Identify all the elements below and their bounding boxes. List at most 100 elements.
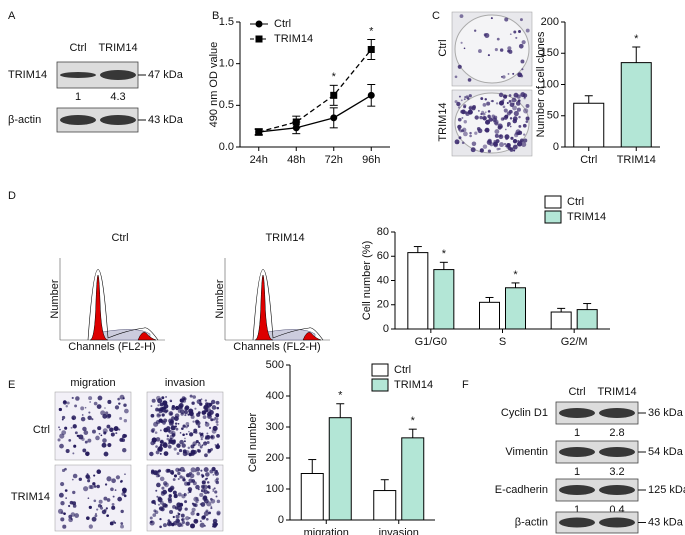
cell <box>173 416 179 422</box>
cell <box>477 109 480 112</box>
blot-band <box>599 517 635 528</box>
cell <box>157 497 163 503</box>
y-axis-label: Number of cell clones <box>535 31 547 137</box>
cell <box>190 451 195 456</box>
cell <box>184 437 186 440</box>
cell <box>508 49 513 54</box>
significance: * <box>338 390 343 402</box>
cell <box>93 499 97 503</box>
cell <box>518 130 523 135</box>
cell <box>454 75 458 79</box>
bar <box>620 62 652 148</box>
cell <box>119 437 124 442</box>
cell <box>490 100 493 102</box>
flow-peak <box>89 275 109 341</box>
x-tick-label: 48h <box>287 154 305 166</box>
cell <box>80 416 86 422</box>
cell <box>122 489 127 494</box>
cell <box>185 433 188 436</box>
row-label: Ctrl <box>33 424 50 436</box>
cell <box>196 412 201 417</box>
cell <box>162 502 167 508</box>
cell <box>215 420 219 424</box>
cell <box>493 115 498 120</box>
cell <box>101 442 107 448</box>
cell <box>197 499 200 502</box>
cell <box>73 444 77 448</box>
cell <box>454 100 458 104</box>
cell <box>72 501 77 506</box>
cell <box>214 443 217 446</box>
cell <box>500 117 505 121</box>
ratio-label: 3.2 <box>609 466 624 478</box>
cell <box>458 136 462 140</box>
cell <box>171 416 175 420</box>
series-line <box>258 94 372 133</box>
cell <box>98 499 103 504</box>
cell <box>506 101 509 104</box>
panel-letter: A <box>8 10 16 22</box>
cell <box>503 94 508 99</box>
cell <box>87 497 90 500</box>
cell <box>206 402 212 408</box>
cell <box>499 125 503 129</box>
cell <box>103 451 109 457</box>
bar <box>433 269 455 330</box>
cell <box>502 75 506 79</box>
cell <box>495 102 499 105</box>
cell <box>154 510 159 515</box>
bar <box>505 287 526 330</box>
cell <box>457 64 462 69</box>
blot-band <box>599 447 635 457</box>
cell <box>512 138 518 144</box>
cell <box>177 477 180 481</box>
cell <box>202 415 207 420</box>
legend-swatch <box>371 363 389 377</box>
cell <box>210 399 216 405</box>
cell <box>111 478 116 484</box>
cell <box>159 402 164 407</box>
cell <box>216 510 221 515</box>
cell <box>201 480 206 485</box>
cell <box>193 503 198 508</box>
row-label: Cyclin D1 <box>501 407 548 419</box>
column-label: invasion <box>165 377 205 389</box>
cell <box>81 414 84 416</box>
cell <box>517 72 523 78</box>
cell <box>185 473 190 478</box>
cell <box>65 449 70 454</box>
cell <box>525 28 530 33</box>
cell <box>155 445 158 448</box>
cell <box>198 399 202 402</box>
panel-letter: C <box>432 10 440 22</box>
cell <box>72 490 76 495</box>
cell <box>98 432 101 435</box>
cell <box>199 433 205 439</box>
cell <box>182 469 186 472</box>
cell <box>64 426 68 430</box>
flow-peak <box>137 332 157 341</box>
cell <box>205 517 209 521</box>
cell <box>103 496 108 501</box>
cell <box>202 515 205 518</box>
cell <box>164 482 169 488</box>
y-tick-label: 300 <box>266 421 284 433</box>
sample-label: TRIM14 <box>265 232 304 244</box>
cell <box>208 511 211 515</box>
cell <box>97 395 103 401</box>
flow-peak <box>254 275 274 341</box>
blot-band <box>60 115 96 125</box>
cell <box>118 402 121 405</box>
cell <box>89 401 92 403</box>
cell <box>518 124 522 128</box>
cell <box>91 516 97 522</box>
cell <box>149 451 154 457</box>
cell <box>176 443 181 448</box>
row-label: Ctrl <box>437 39 449 56</box>
cell <box>155 437 161 442</box>
cell <box>65 405 68 408</box>
y-tick-label: 200 <box>266 452 284 464</box>
y-tick-label: 100 <box>266 483 284 495</box>
cell <box>197 488 200 491</box>
cell <box>168 520 172 524</box>
